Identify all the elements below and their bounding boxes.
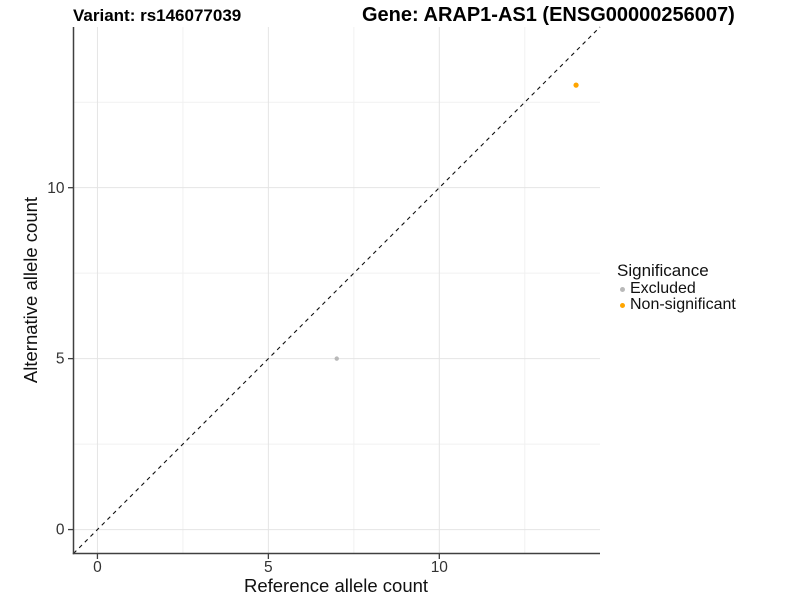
gene-title: Gene: ARAP1-AS1 (ENSG00000256007) [362,4,735,26]
x-tick-label: 10 [431,559,449,576]
legend-label-non-significant: Non-significant [630,296,736,313]
y-tick-label: 10 [47,180,65,197]
x-axis-title: Reference allele count [243,575,429,596]
non-significant-dot-icon [620,302,625,308]
x-tick-label: 0 [93,559,102,576]
legend-label-excluded: Excluded [630,280,696,297]
data-point-excluded [334,356,339,361]
y-tick-label: 5 [56,351,65,368]
variant-title: Variant: rs146077039 [73,6,242,25]
legend-item-excluded: Excluded [617,281,736,297]
excluded-dot-icon [620,286,625,292]
y-tick-label: 0 [56,522,65,539]
data-point-non-significant [573,82,579,88]
legend-title: Significance [617,261,709,280]
identity-reference-line [73,26,601,554]
x-tick-label: 5 [264,559,273,576]
legend: Significance Excluded Non-significant [617,261,736,313]
legend-item-non-significant: Non-significant [617,297,736,313]
y-axis-title: Alternative allele count [20,196,41,384]
